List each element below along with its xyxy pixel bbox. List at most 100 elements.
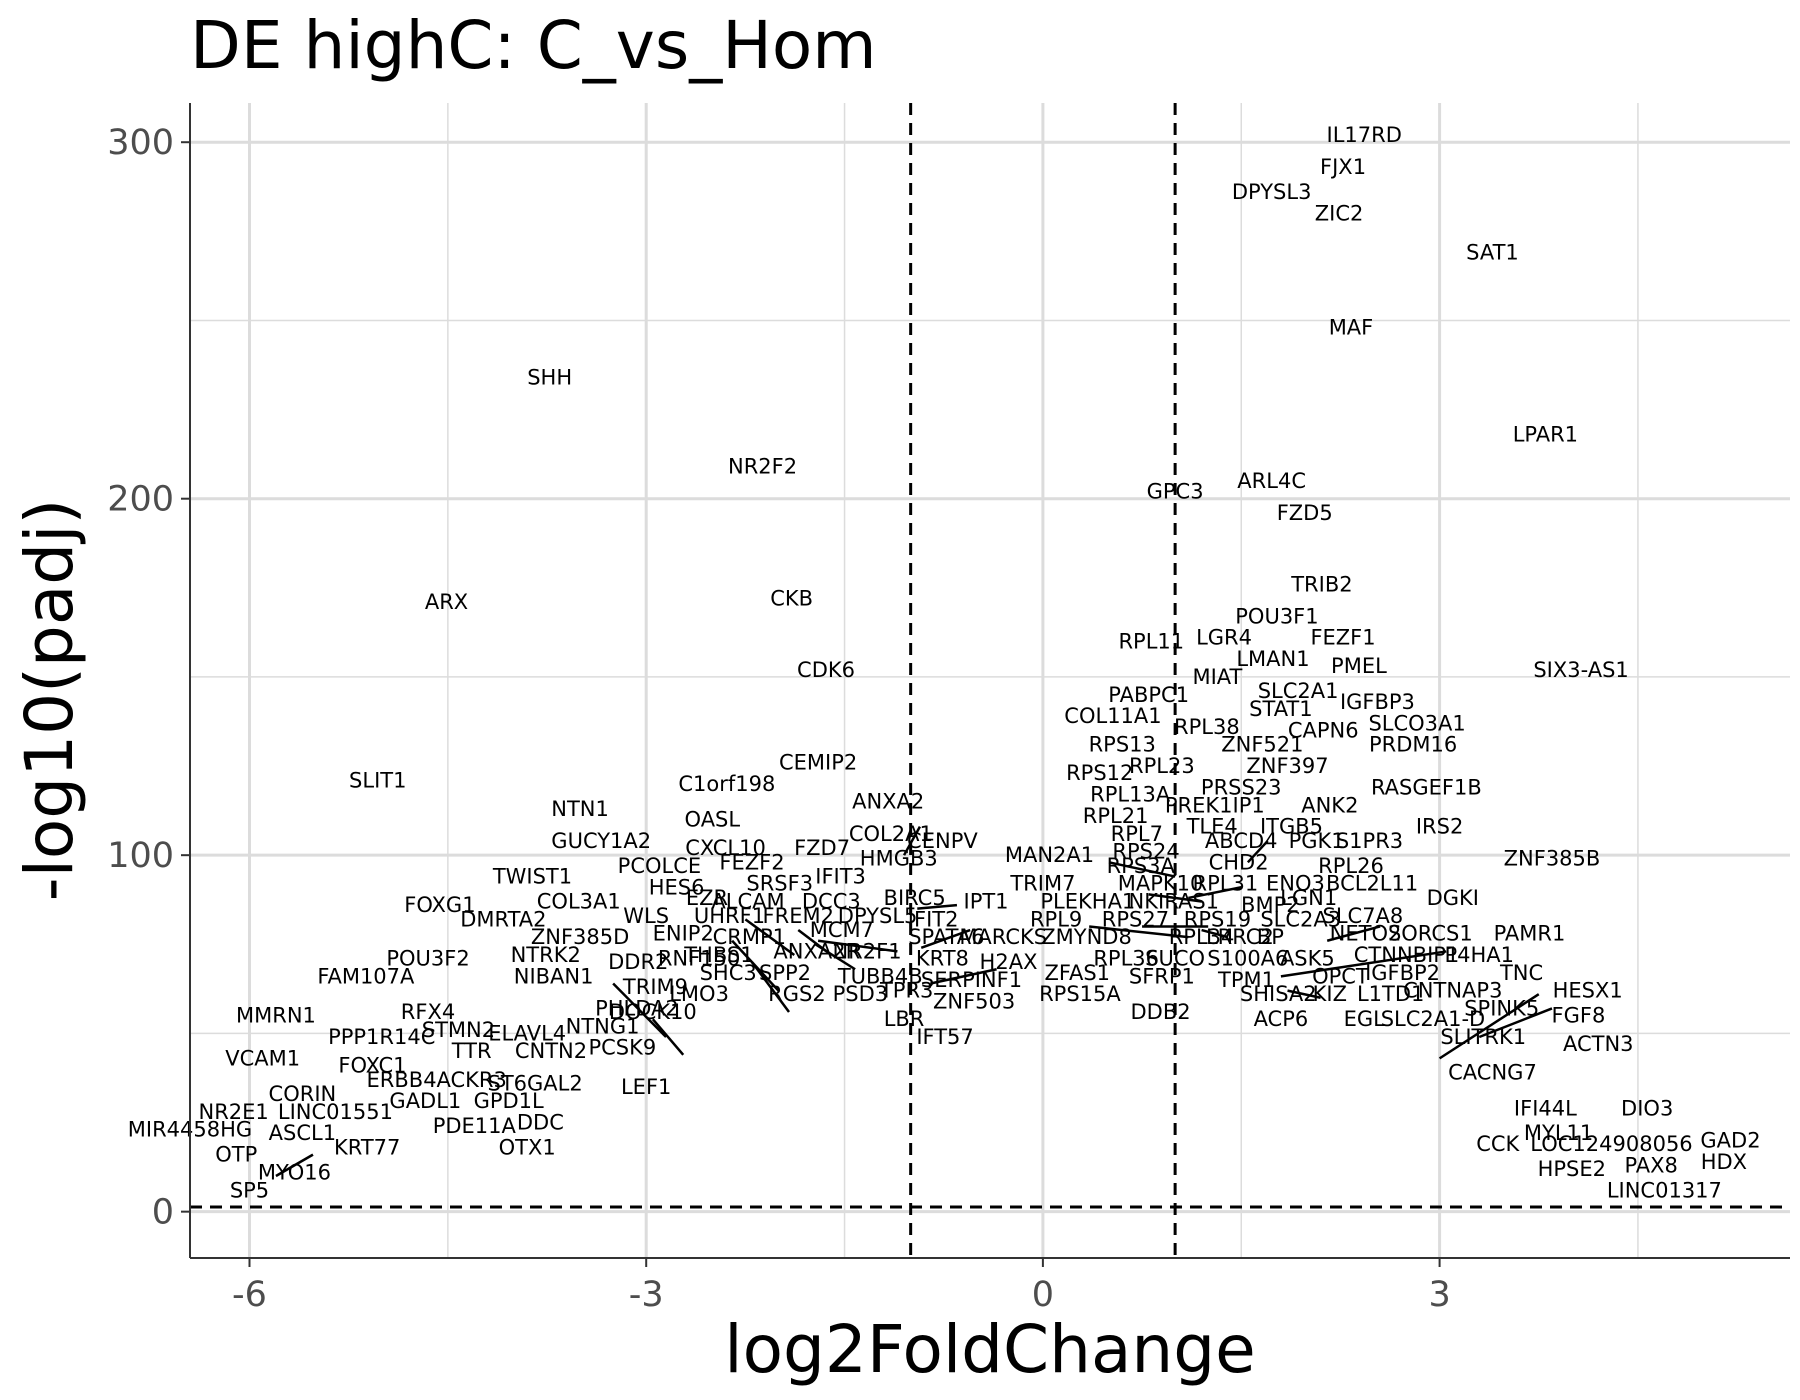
gene-label: ASK5 <box>1280 947 1335 971</box>
gene-label: NR2F1 <box>832 939 901 963</box>
gene-label: HDX <box>1701 1150 1747 1174</box>
gene-label: MYO16 <box>258 1160 331 1184</box>
gene-label: STMN2 <box>422 1018 495 1042</box>
gene-label: IFIT2 <box>908 907 959 931</box>
gene-label: TLE4 <box>1186 815 1238 839</box>
gene-label: CNTN2 <box>515 1039 587 1063</box>
gene-label: CHD2 <box>1209 850 1269 874</box>
gene-label: IFI44L <box>1514 1096 1577 1120</box>
y-tick-label: 300 <box>107 123 174 163</box>
gene-label: SLC2A1 <box>1258 679 1339 703</box>
gene-label: SLIT1 <box>349 768 406 792</box>
gene-label: ITGB5 <box>1260 815 1323 839</box>
gene-label: RPS12 <box>1066 761 1133 785</box>
gene-label: PREK1IP1 <box>1165 793 1265 817</box>
gene-label: RPL31 <box>1193 872 1259 896</box>
gene-label: COL2A1 <box>849 822 933 846</box>
gene-label: SLCO3A1 <box>1368 711 1465 735</box>
gene-label: EGL <box>1344 1007 1386 1031</box>
gene-label: MAF <box>1329 316 1374 340</box>
gene-label: RPS3A <box>1107 854 1176 878</box>
label-connector <box>902 826 922 856</box>
gene-label: CENPV <box>907 829 978 853</box>
gene-label: RPL9 <box>1030 907 1082 931</box>
gene-label: RASGEF1B <box>1371 775 1482 799</box>
gene-label: SAT1 <box>1466 241 1519 265</box>
gene-label: SLC2A1-D <box>1381 1007 1486 1031</box>
gene-label: SUCO <box>1145 947 1205 971</box>
gene-label: NKIRAS1 <box>1129 890 1219 914</box>
gene-label: GAD2 <box>1700 1128 1760 1152</box>
gene-label: IL17RD <box>1327 123 1402 147</box>
chart-title: DE highC: C_vs_Hom <box>190 7 877 84</box>
gene-label: PAMR1 <box>1494 922 1566 946</box>
gene-label: THBS1 <box>683 943 753 967</box>
gene-label: CTNNBIP1 <box>1354 943 1460 967</box>
gene-label: SPATA6 <box>908 925 984 949</box>
gene-label: ZNF385B <box>1504 847 1601 871</box>
gene-label: S100A6 <box>1207 947 1288 971</box>
gene-label: RPS15A <box>1039 982 1121 1006</box>
gene-label: BP <box>1257 925 1284 949</box>
gene-label: RFX4 <box>401 1000 455 1024</box>
gene-label: PCOLCE <box>618 854 702 878</box>
gene-label: RGS2 <box>768 982 826 1006</box>
gene-label: CRMP1 <box>713 925 786 949</box>
gene-label: TTR <box>451 1039 492 1063</box>
label-connector <box>814 943 856 971</box>
gene-label: PDE11A <box>433 1114 517 1138</box>
gene-label: DDR2 <box>608 950 668 974</box>
gene-label: FEZF2 <box>719 850 784 874</box>
label-connector <box>744 918 796 957</box>
gene-label: KIZ <box>1313 982 1347 1006</box>
gene-label: CAPN6 <box>1288 718 1359 742</box>
gene-label: PMEL <box>1331 654 1387 678</box>
gene-label: LMO3 <box>669 982 729 1006</box>
gene-label: GADL1 <box>389 1089 461 1113</box>
gene-label: COL11A1 <box>1064 704 1161 728</box>
gene-label: H2AX <box>980 950 1038 974</box>
gene-label: GPD1L <box>474 1089 544 1113</box>
gene-label: COL3A1 <box>537 890 621 914</box>
gene-label: ZNF397 <box>1246 754 1328 778</box>
gene-label: PRDM16 <box>1369 733 1457 757</box>
gene-label: C1orf198 <box>678 772 775 796</box>
gene-label: S1PR3 <box>1336 829 1403 853</box>
gene-label: DDB2 <box>1131 1000 1191 1024</box>
gene-label: LPAR1 <box>1513 423 1578 447</box>
gene-label: LOC124908056 <box>1530 1132 1692 1156</box>
gene-label: LRRC2 <box>1206 925 1274 949</box>
gene-label: RNF150 <box>658 947 740 971</box>
gene-label: VCAM1 <box>225 1046 300 1070</box>
label-connector <box>1326 925 1381 942</box>
gene-label: SLC2A3 <box>1260 907 1341 931</box>
gene-label: MYL11 <box>1524 1121 1593 1145</box>
gene-label: BMP2 <box>1241 893 1300 917</box>
gene-label: HPSE2 <box>1538 1157 1606 1181</box>
x-tick-label: -6 <box>232 1275 267 1315</box>
gene-label: TUBB4B <box>837 964 923 988</box>
gene-label: FEZF1 <box>1310 626 1375 650</box>
gene-label: NTRK2 <box>511 943 581 967</box>
gene-label: RPS19 <box>1184 907 1251 931</box>
gene-label: CXCL10 <box>685 836 766 860</box>
gene-label: EZR <box>686 886 728 910</box>
gene-label: PGK1 <box>1289 829 1345 853</box>
gene-label: FOXG1 <box>404 893 475 917</box>
gene-label: RPL36 <box>1093 947 1159 971</box>
gene-label: ENO3 <box>1266 872 1325 896</box>
gene-label: RPL38 <box>1174 715 1240 739</box>
gene-label: CCK <box>1476 1132 1520 1156</box>
gene-label: PAX8 <box>1624 1153 1677 1177</box>
gene-label: RPL34 <box>1169 925 1235 949</box>
x-tick-label: 0 <box>1032 1275 1054 1315</box>
gene-label: LGR4 <box>1196 626 1252 650</box>
gene-label: DCC3 <box>802 890 861 914</box>
gene-label: SIX3-AS1 <box>1533 658 1628 682</box>
gene-label: TRIB2 <box>1290 572 1352 596</box>
gene-label: ALCAM <box>711 890 784 914</box>
gene-label: TPR3 <box>879 979 933 1003</box>
gene-label: SLC7A8 <box>1323 904 1404 928</box>
gene-label: ZIC2 <box>1315 202 1364 226</box>
